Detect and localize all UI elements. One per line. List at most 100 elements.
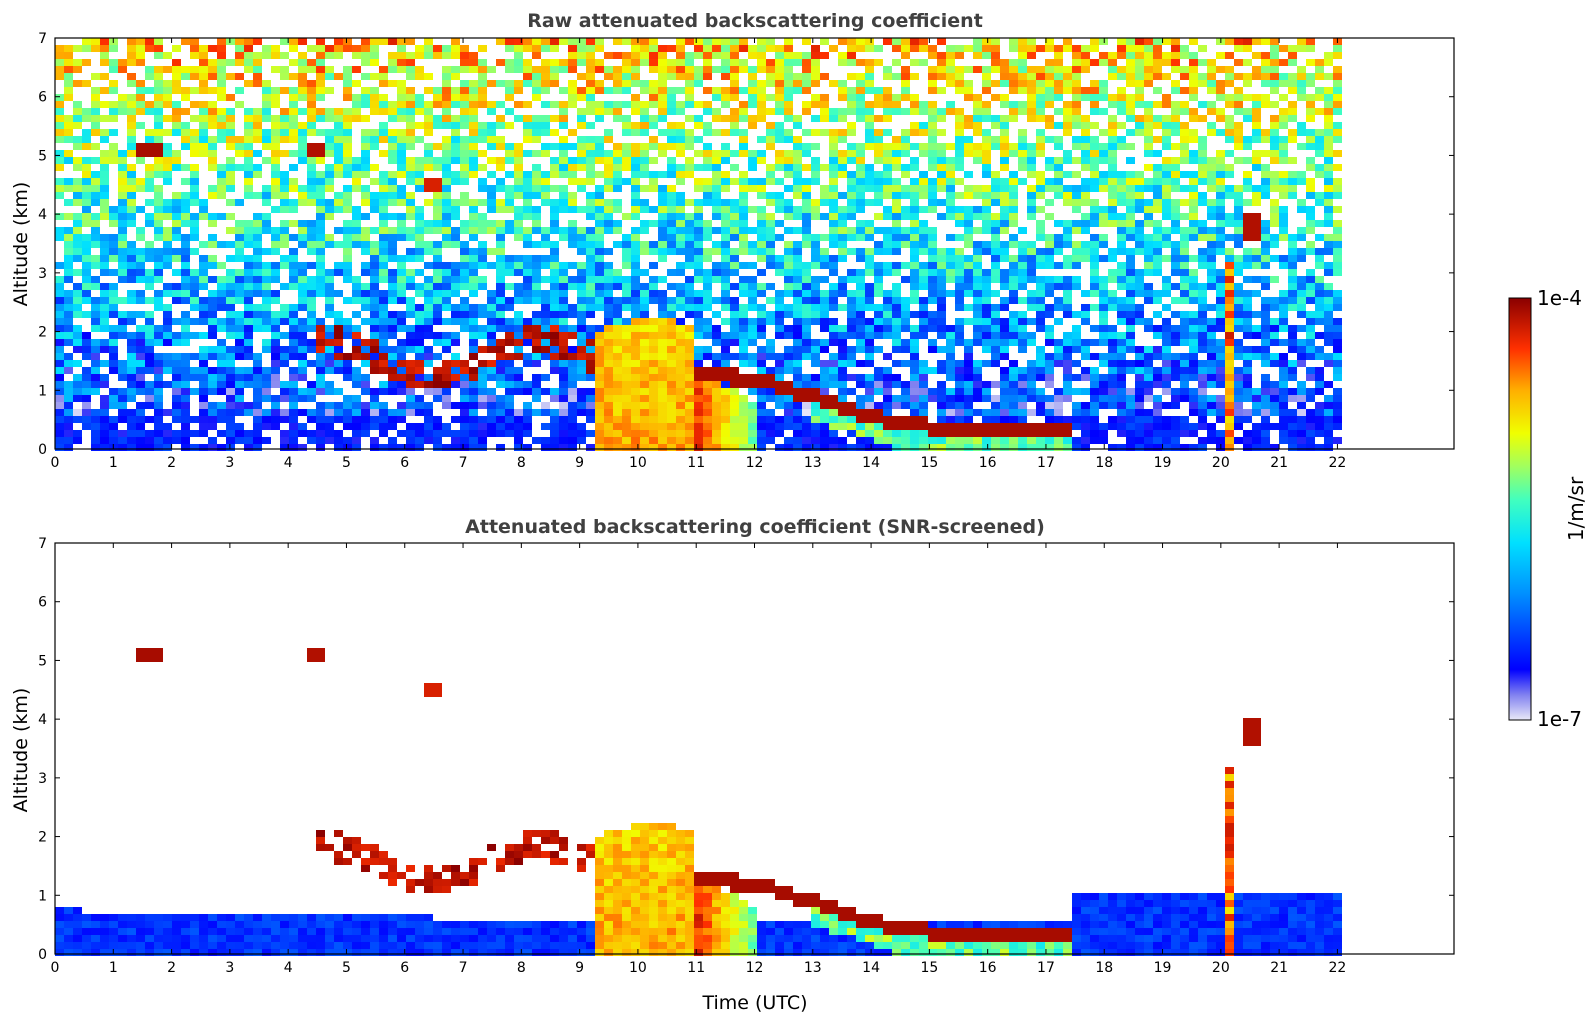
heatmap-cell [667, 157, 676, 164]
heatmap-cell [550, 339, 559, 346]
heatmap-cell [91, 227, 100, 234]
heatmap-cell [649, 339, 658, 346]
heatmap-cell [91, 38, 100, 45]
heatmap-cell [694, 346, 703, 353]
heatmap-cell [523, 38, 532, 45]
heatmap-cell [766, 108, 775, 115]
heatmap-cell [361, 241, 370, 248]
heatmap-cell [1018, 136, 1027, 143]
heatmap-cell [640, 388, 649, 395]
heatmap-cell [127, 339, 136, 346]
heatmap-cell [334, 192, 343, 199]
heatmap-cell [514, 66, 523, 73]
heatmap-cell [928, 248, 937, 255]
heatmap-cell [487, 66, 496, 73]
heatmap-cell [757, 318, 766, 325]
heatmap-cell [901, 129, 910, 136]
heatmap-cell [550, 444, 559, 451]
heatmap-cell [424, 276, 433, 283]
heatmap-cell [766, 430, 775, 437]
heatmap-cell [298, 276, 307, 283]
heatmap-cell [172, 402, 181, 409]
heatmap-cell [415, 157, 424, 164]
heatmap-cell [892, 374, 901, 381]
heatmap-cell [1000, 353, 1009, 360]
heatmap-cell [100, 325, 109, 332]
heatmap-cell [712, 325, 721, 332]
heatmap-cell [190, 52, 199, 59]
heatmap-cell [136, 157, 145, 164]
heatmap-cell [172, 297, 181, 304]
heatmap-cell [973, 227, 982, 234]
heatmap-cell [703, 38, 712, 45]
heatmap-cell [793, 115, 802, 122]
heatmap-cell [172, 332, 181, 339]
heatmap-cell [208, 444, 217, 451]
heatmap-cell [406, 227, 415, 234]
heatmap-cell [568, 381, 577, 388]
heatmap-cell [379, 360, 388, 367]
heatmap-cell [739, 206, 748, 213]
heatmap-cell [55, 346, 64, 353]
heatmap-cell [361, 52, 370, 59]
heatmap-cell [217, 94, 226, 101]
heatmap-cell [316, 402, 325, 409]
heatmap-cell [559, 262, 568, 269]
heatmap-cell [154, 164, 163, 171]
heatmap-cell [343, 374, 352, 381]
heatmap-cell [838, 234, 847, 241]
heatmap-cell [523, 241, 532, 248]
heatmap-cell [109, 402, 118, 409]
heatmap-cell [298, 143, 307, 150]
heatmap-cell [199, 374, 208, 381]
heatmap-cell [964, 402, 973, 409]
heatmap-cell [748, 290, 757, 297]
heatmap-cell [928, 199, 937, 206]
heatmap-cell [892, 150, 901, 157]
heatmap-cell [262, 381, 271, 388]
heatmap-cell [658, 409, 667, 416]
heatmap-cell [1009, 143, 1018, 150]
heatmap-cell [100, 150, 109, 157]
heatmap-cell [469, 220, 478, 227]
heatmap-cell [919, 220, 928, 227]
heatmap-cell [577, 409, 586, 416]
heatmap-cell [982, 45, 991, 52]
heatmap-cell [1009, 311, 1018, 318]
heatmap-cell [694, 255, 703, 262]
heatmap-cell [595, 444, 604, 451]
heatmap-cell [856, 199, 865, 206]
heatmap-cell [919, 304, 928, 311]
heatmap-cell [82, 290, 91, 297]
heatmap-cell [973, 423, 982, 430]
heatmap-cell [280, 416, 289, 423]
heatmap-cell [631, 206, 640, 213]
heatmap-cell [955, 269, 964, 276]
heatmap-cell [604, 353, 613, 360]
heatmap-cell [100, 360, 109, 367]
heatmap-cell [1054, 52, 1063, 59]
heatmap-cell [1036, 206, 1045, 213]
heatmap-cell [190, 304, 199, 311]
heatmap-cell [424, 129, 433, 136]
heatmap-cell [181, 367, 190, 374]
heatmap-cell [802, 262, 811, 269]
heatmap-cell [559, 318, 568, 325]
heatmap-cell [523, 297, 532, 304]
heatmap-cell [217, 73, 226, 80]
heatmap-cell [622, 129, 631, 136]
heatmap-cell [460, 360, 469, 367]
heatmap-cell [622, 66, 631, 73]
heatmap-cell [307, 276, 316, 283]
heatmap-cell [586, 101, 595, 108]
heatmap-cell [145, 136, 154, 143]
heatmap-cell [973, 325, 982, 332]
heatmap-cell [1045, 241, 1054, 248]
heatmap-cell [388, 199, 397, 206]
heatmap-cell [955, 332, 964, 339]
heatmap-cell [244, 234, 253, 241]
heatmap-cell [424, 346, 433, 353]
heatmap-cell [1009, 87, 1018, 94]
heatmap-cell [118, 409, 127, 416]
heatmap-cell [892, 192, 901, 199]
